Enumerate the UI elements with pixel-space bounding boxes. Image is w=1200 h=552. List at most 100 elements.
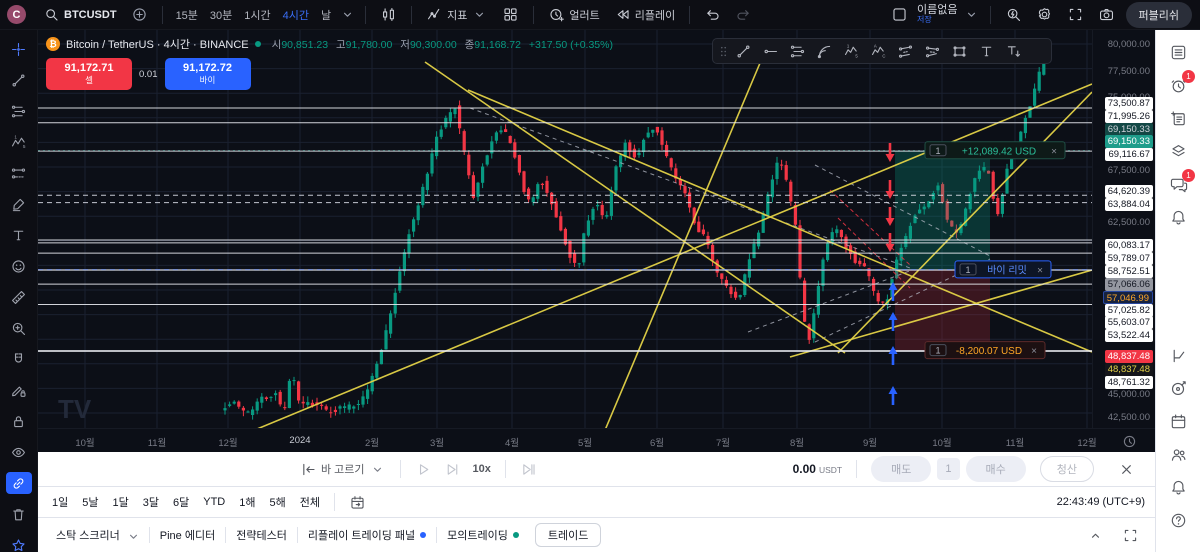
layout-select-button[interactable] [884,2,915,28]
tab-트레이드[interactable]: 트레이드 [534,523,602,547]
replay-step-button[interactable] [438,458,467,481]
range-YTD[interactable]: YTD [203,496,226,508]
replay-play-button[interactable] [409,458,438,481]
range-1달[interactable]: 1달 [112,497,129,509]
tool-hide[interactable] [6,441,32,463]
chart-pane[interactable]: TV 1 +12,089.42 USD × 1 바이 리밋 × 1 -8,200.07 USD ×… [38,30,1092,428]
compare-add-button[interactable] [124,2,155,28]
layout-menu-button[interactable] [960,2,983,28]
timeframe-30분[interactable]: 30분 [209,9,233,22]
price-label[interactable]: 55,603.07 [1104,316,1153,329]
position-loss-label[interactable]: 1 -8,200.07 USD × [924,341,1046,360]
sell-button[interactable]: 91,172.71 셀 [46,58,132,90]
sidebar-dom-panel[interactable] [1165,345,1191,365]
price-label[interactable]: 57,066.06 [1104,278,1153,291]
tool-brush[interactable] [6,193,32,215]
symbol-search-button[interactable]: BTCUSDT [36,2,124,28]
price-label[interactable]: 63,884.04 [1104,198,1153,211]
panel-collapse-button[interactable] [1081,524,1110,547]
paper-sell-button[interactable]: 매도 [871,456,932,482]
quick-search-button[interactable] [998,2,1029,28]
timeframe-15분[interactable]: 15분 [175,9,198,22]
sidebar-notes[interactable] [1165,108,1191,128]
redo-button[interactable] [728,2,759,28]
sidebar-alarm-clock[interactable]: 1 [1165,70,1195,95]
tool-emoji[interactable] [6,255,32,277]
drawtool-text[interactable] [974,40,999,62]
price-label[interactable]: 57,025.82 [1104,304,1153,317]
price-label[interactable]: 48,837.48 [1104,363,1153,376]
price-label[interactable]: 69,150.33 [1104,123,1153,136]
drawtool-trend-line[interactable] [731,40,756,62]
sidebar-watchlist[interactable] [1165,42,1191,62]
user-avatar[interactable]: C [7,5,26,24]
tool-text[interactable] [6,224,32,246]
price-label[interactable]: 60,083.17 [1104,239,1153,252]
price-label[interactable]: 64,620.39 [1104,185,1153,198]
timeframe-menu-button[interactable] [337,2,358,28]
price-label[interactable]: 71,995.26 [1104,110,1153,123]
chart-style-button[interactable] [373,2,404,28]
timeframe-1시간[interactable]: 1시간 [244,9,271,22]
order-qty-field[interactable]: 1 [937,458,960,480]
sidebar-help[interactable] [1165,510,1191,530]
drawtool-parallel-channel[interactable] [893,40,918,62]
range-3달[interactable]: 3달 [142,497,159,509]
price-label[interactable]: 58,752.51 [1104,265,1153,278]
tool-fib-retracement[interactable] [6,100,32,122]
price-label[interactable]: 69,150.33 [1104,135,1153,148]
tool-ruler[interactable] [6,286,32,308]
undo-button[interactable] [697,2,728,28]
tab-전략테스터[interactable]: 전략테스터 [236,530,287,542]
sidebar-ideas-target[interactable] [1165,378,1191,398]
alert-button[interactable]: 얼러트 [541,2,606,28]
publish-button[interactable]: 퍼블리쉬 [1125,1,1192,28]
sidebar-chat[interactable]: 1 [1165,169,1195,194]
sidebar-notifications-bell[interactable] [1165,477,1191,497]
panel-maximize-button[interactable] [1116,524,1145,547]
range-1일[interactable]: 1일 [52,497,69,509]
legend-title[interactable]: Bitcoin / TetherUS · 4시간 · BINANCE [66,39,249,51]
drawtool-rectangle[interactable] [947,40,972,62]
position-profit-label[interactable]: 1 +12,089.42 USD × [924,141,1066,160]
tab-Pine 에디터[interactable]: Pine 에디터 [159,530,216,542]
replay-speed-button[interactable]: 10x [472,463,491,475]
tab-리플레이 트레이딩 패널[interactable]: 리플레이 트레이딩 패널 [298,523,436,547]
tool-draw-lock[interactable] [6,379,32,401]
price-label[interactable]: 69,116.67 [1105,148,1153,161]
timeframe-날[interactable]: 날 [321,9,332,22]
snapshot-button[interactable] [1091,2,1122,28]
range-전체[interactable]: 전체 [299,497,320,509]
go-to-date-button[interactable] [343,491,372,514]
buy-button[interactable]: 91,172.72 바이 [164,58,251,90]
buy-limit-order-label[interactable]: 1 바이 리밋 × [954,260,1052,279]
drawtool-fib-wedge[interactable] [812,40,837,62]
indicators-button[interactable]: 지표 [419,2,495,28]
tab-모의트레이딩[interactable]: 모의트레이딩 [437,523,529,547]
tab-스탁 스크리너[interactable]: 스탁 스크리너 [46,523,149,547]
tool-star[interactable] [6,534,32,552]
indicator-templates-button[interactable] [495,2,526,28]
tool-link[interactable] [5,472,32,494]
tool-lock[interactable] [6,410,32,432]
server-clock[interactable]: 22:43:49 (UTC+9) [1056,496,1145,508]
price-label[interactable]: 59,789.07 [1104,252,1153,265]
paper-buy-button[interactable]: 매수 [965,456,1026,482]
drawtool-disjoint-channel[interactable] [920,40,945,62]
settings-button[interactable] [1029,2,1060,28]
timeframe-4시간[interactable]: 4시간 [282,9,309,22]
price-label[interactable]: 53,522.44 [1104,329,1153,342]
close-trading-bar-button[interactable] [1112,458,1141,481]
toolbar-drag-handle[interactable] [717,40,729,62]
sidebar-community[interactable] [1165,444,1191,464]
price-label[interactable]: 73,500.87 [1104,97,1153,110]
sidebar-bell[interactable] [1165,207,1191,227]
range-5날[interactable]: 5날 [82,497,99,509]
tool-trend-line[interactable] [6,69,32,91]
axis-clock-icon[interactable] [1121,433,1137,449]
tool-crosshair[interactable] [6,38,32,60]
tool-trash[interactable] [6,503,32,525]
price-label[interactable]: 48,837.48 [1104,350,1153,363]
